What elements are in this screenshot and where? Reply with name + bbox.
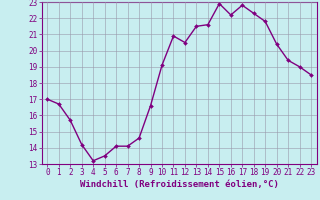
X-axis label: Windchill (Refroidissement éolien,°C): Windchill (Refroidissement éolien,°C) — [80, 180, 279, 189]
